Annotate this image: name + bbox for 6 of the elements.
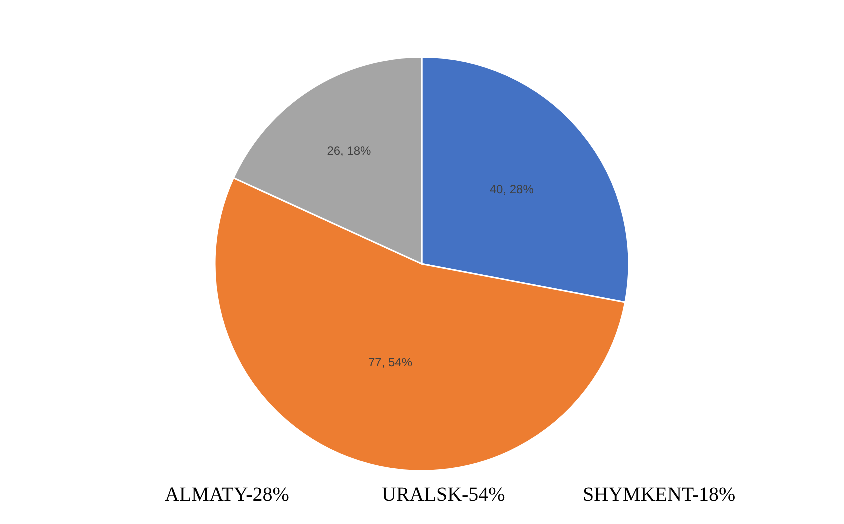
text: SHYMKENT-18% <box>583 484 736 506</box>
text: ALMATY-28% <box>165 484 290 506</box>
text: URALSK-54% <box>382 484 506 506</box>
data-label: 77, 54% <box>368 356 413 370</box>
data-label: 26, 18% <box>327 144 372 158</box>
data-label: 40, 28% <box>490 182 534 196</box>
